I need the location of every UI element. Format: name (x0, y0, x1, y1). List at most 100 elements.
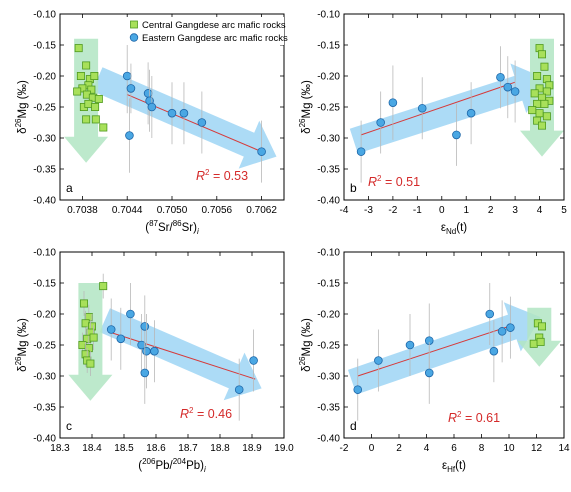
data-point-circle (388, 98, 398, 107)
y-tick-label: -0.20 (33, 72, 56, 83)
data-point-circle (249, 356, 258, 365)
r-squared-label: R2 = 0.61 (448, 410, 500, 425)
r2-letter: R (196, 169, 205, 183)
legend-square-marker (130, 20, 138, 29)
r2-exponent: 2 (189, 406, 194, 415)
data-point-square (535, 109, 544, 118)
y-tick-label: -0.20 (317, 310, 340, 321)
data-point-square (91, 103, 100, 112)
x-tick-label: 6 (451, 443, 457, 454)
y-tick-label: -0.15 (317, 279, 340, 290)
data-point-circle (106, 325, 116, 334)
data-point-circle (142, 346, 151, 356)
x-tick-label: 0 (439, 205, 445, 216)
data-point-circle (122, 71, 132, 81)
y-tick-label: -0.30 (317, 134, 340, 145)
r-squared-label: R2 = 0.46 (180, 406, 232, 421)
x-tick-label: 0.7062 (246, 205, 277, 216)
data-point-circle (257, 147, 266, 156)
xlabel-subscript: Hf (447, 465, 456, 474)
x-tick-label: 18.8 (210, 443, 230, 454)
y-tick-label: -0.15 (33, 41, 56, 52)
x-tick-label: 14 (558, 443, 570, 454)
panel-label: d (350, 419, 357, 433)
data-point-square (530, 89, 539, 98)
x-axis-label: (87Sr/86Sr)i (145, 219, 199, 236)
x-tick-label: 18.3 (50, 443, 70, 454)
data-point-square (73, 87, 82, 96)
series-eastern (353, 283, 515, 421)
data-point-circle (126, 84, 136, 93)
legend-eastern-label: Eastern Gangdese arc mafic rocks (142, 33, 288, 44)
data-point-circle (140, 322, 150, 331)
x-tick-label: 0.7050 (157, 205, 188, 216)
data-point-circle (140, 368, 150, 378)
data-point-square (538, 322, 547, 331)
ylabel-superscript: 26 (14, 118, 23, 127)
series-eastern (122, 38, 266, 183)
data-point-square (99, 123, 108, 132)
trend-arrow-blue (99, 308, 262, 401)
x-tick-label: 10 (503, 443, 515, 454)
r2-exponent: 2 (377, 174, 382, 183)
x-tick-label: 18.6 (146, 443, 166, 454)
trend-arrow-blue (349, 63, 547, 154)
xlabel-superscript: 204 (173, 457, 187, 466)
x-tick-label: 18.7 (178, 443, 198, 454)
xlabel-part: (t) (455, 460, 466, 472)
xlabel-part: ( (145, 222, 149, 234)
x-tick-label: -2 (340, 443, 349, 454)
x-tick-label: 2 (396, 443, 402, 454)
data-point-square (82, 61, 91, 70)
data-point-circle (405, 340, 415, 350)
y-axis-label: δ26Mg (‰) (14, 80, 29, 134)
y-axis-label: δ26Mg (‰) (14, 318, 29, 372)
series-eastern (356, 46, 520, 183)
y-tick-label: -0.25 (317, 103, 340, 114)
x-tick-label: -2 (388, 205, 397, 216)
y-tick-label: -0.40 (317, 196, 340, 207)
ylabel-text: Mg (‰) (301, 80, 313, 119)
y-axis-label: δ26Mg (‰) (298, 80, 313, 134)
data-point-circle (143, 89, 153, 98)
xlabel-superscript: 86 (173, 219, 182, 228)
data-point-square (540, 62, 549, 71)
ylabel-superscript: 26 (298, 118, 307, 127)
r2-exponent: 2 (205, 168, 210, 177)
ylabel-text: Mg (‰) (301, 318, 313, 357)
panel-d: -0.40 -0.35 -0.30 -0.25 -0.20 -0.15 -0.10 -2 0 2 4… (298, 248, 570, 475)
y-tick-label: -0.35 (33, 403, 56, 414)
y-tick-label: -0.20 (33, 310, 56, 321)
x-axis-label: εHf(t) (442, 460, 466, 474)
y-tick-label: -0.30 (317, 372, 340, 383)
x-tick-label: 12 (531, 443, 543, 454)
data-point-square (542, 112, 551, 121)
y-tick-label: -0.25 (317, 341, 340, 352)
data-point-circle (137, 340, 146, 350)
y-tick-label: -0.10 (33, 10, 56, 21)
y-tick-label: -0.20 (317, 72, 340, 83)
panel-label: a (66, 181, 73, 195)
data-point-circle (503, 82, 513, 92)
r2-value: = 0.53 (209, 169, 248, 183)
data-point-circle (496, 72, 505, 82)
data-point-circle (125, 131, 134, 140)
y-tick-label: -0.40 (33, 434, 56, 445)
data-point-circle (424, 368, 434, 378)
panel-a: -0.40 -0.35 -0.30 -0.25 -0.20 -0.15 -0.10 0.703… (14, 10, 288, 237)
data-point-circle (485, 309, 495, 319)
x-tick-label: 1 (463, 205, 469, 216)
data-point-square (86, 359, 95, 368)
data-point-circle (452, 130, 461, 140)
x-tick-label: 18.9 (242, 443, 262, 454)
ylabel-delta: δ (301, 365, 313, 371)
x-tick-label: -3 (364, 205, 373, 216)
y-tick-label: -0.40 (33, 196, 56, 207)
y-tick-label: -0.15 (317, 41, 340, 52)
x-tick-label: 0 (369, 443, 375, 454)
data-point-circle (167, 108, 177, 118)
r-squared-label: R2 = 0.53 (196, 168, 248, 183)
r2-letter: R (368, 175, 377, 189)
xlabel-superscript: 87 (149, 219, 158, 228)
data-point-square (529, 339, 538, 348)
